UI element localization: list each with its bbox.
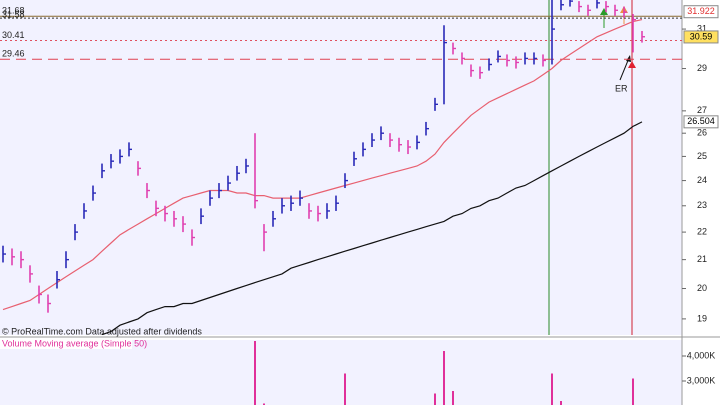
y-tick-label: 22 [697,226,707,236]
y-tick-label: 26 [697,128,707,138]
y-tick-label: 4,000K [687,350,716,360]
moving-average [2,19,643,311]
price-plot [0,0,682,335]
annotation-arrow [619,57,630,81]
y-tick-label: 23 [697,200,707,210]
credit: © ProRealTime.com Data adjusted after di… [2,326,202,336]
volume-bar [632,378,634,405]
y-tick-label: 31 [697,23,707,33]
y-tick-label: 19 [697,313,707,323]
price-tag [683,115,719,129]
y-tick-label: 25 [697,151,707,161]
volume-label-bg [0,339,132,349]
price-tag [683,5,719,19]
signal-arrow [600,8,608,15]
y-tick-label: 29 [697,63,707,73]
volume-bar [443,351,445,405]
volume-bar [263,403,265,405]
price-tag-label: 31.922 [687,6,715,16]
level-label: 31.58 [2,9,25,19]
volume-bar [344,373,346,405]
signal-arrow [628,61,636,68]
volume-plot [254,341,634,405]
volume-panel [0,340,682,405]
annotation: ER [615,83,628,93]
volume-bar [434,393,436,405]
price-tag-label: 30.59 [690,31,713,41]
y-tick-label: 21 [697,254,707,264]
volume-bar [551,373,553,405]
volume-bar [254,341,256,405]
annotation-arrow [626,55,631,62]
y-tick-label: 27 [697,105,707,115]
level-label: 30.41 [2,30,25,40]
volume-title: Volume Moving average (Simple 50) [2,338,147,348]
volume-bar [452,391,454,405]
price-tag-label: 26.504 [687,116,715,126]
y-tick-label: 3,000K [687,375,716,385]
level-label: 31.68 [2,6,25,16]
y-tick-label: 20 [697,283,707,293]
volume-bar [560,401,562,405]
y-tick-label: 24 [697,175,707,185]
level-label: 29.46 [2,49,25,59]
price-tag [683,30,719,44]
moving-average [101,121,643,335]
